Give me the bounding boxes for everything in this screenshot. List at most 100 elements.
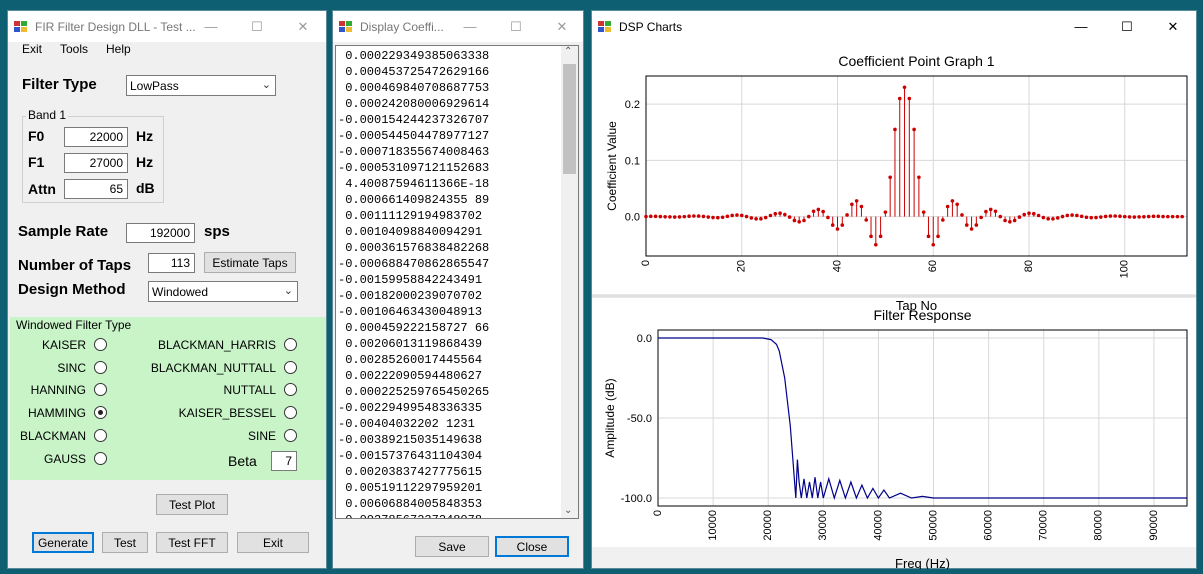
radio-label-blackman-harris: BLACKMAN_HARRIS xyxy=(157,338,276,352)
close-dialog-button[interactable]: Close xyxy=(495,536,569,557)
filter-window-titlebar[interactable]: FIR Filter Design DLL - Test ... — ☐ ✕ xyxy=(8,11,326,42)
data-point xyxy=(921,210,926,214)
data-point xyxy=(725,214,730,219)
coefficient-line: 0.00378567237248078 xyxy=(338,512,564,518)
data-point xyxy=(830,223,835,227)
menu-exit[interactable]: Exit xyxy=(22,42,43,56)
coefficients-textbox[interactable]: 0.000229349385063338 0.00045372547262916… xyxy=(335,45,579,519)
minimize-button[interactable]: — xyxy=(1074,19,1088,34)
data-point xyxy=(677,215,682,219)
data-point xyxy=(797,220,802,224)
f0-input[interactable]: 22000 xyxy=(64,127,128,147)
beta-input[interactable]: 7 xyxy=(271,451,297,471)
coefficient-line: 0.000453725472629166 xyxy=(338,65,490,79)
radio-blackman-harris[interactable] xyxy=(284,338,297,351)
data-point xyxy=(1166,214,1170,219)
save-button[interactable]: Save xyxy=(415,536,489,557)
data-point xyxy=(1151,214,1156,219)
x-tick-label: 20 xyxy=(736,260,748,272)
maximize-button[interactable]: ☐ xyxy=(510,18,522,34)
sample-rate-input[interactable]: 192000 xyxy=(126,223,195,243)
data-point xyxy=(840,223,845,227)
scroll-up-icon[interactable]: ⌃ xyxy=(564,46,573,57)
data-point xyxy=(859,204,864,209)
data-point xyxy=(907,96,912,101)
data-point xyxy=(692,214,696,218)
data-point xyxy=(749,216,754,220)
exit-button[interactable]: Exit xyxy=(237,532,309,553)
coefficient-line: 0.000459222158727 66 xyxy=(338,321,490,335)
scrollbar-thumb[interactable] xyxy=(563,64,576,174)
coefficient-line: 0.000361576838482268 xyxy=(338,241,490,255)
menu-help[interactable]: Help xyxy=(106,42,131,56)
scroll-down-icon[interactable]: ⌄ xyxy=(564,505,573,516)
coefficient-line: -0.00106463430048913 xyxy=(338,305,483,319)
x-tick-label: 40 xyxy=(831,260,843,272)
estimate-taps-button[interactable]: Estimate Taps xyxy=(204,252,296,273)
data-point xyxy=(720,215,725,220)
attn-input[interactable]: 65 xyxy=(64,179,128,199)
data-point xyxy=(1180,214,1185,219)
radio-blackman[interactable] xyxy=(94,429,107,442)
coefficient-line: -0.000154244237326707 xyxy=(338,113,490,127)
data-point xyxy=(1122,214,1127,219)
x-tick-label: 70000 xyxy=(1038,510,1050,541)
radio-blackman-nuttall[interactable] xyxy=(284,361,297,374)
close-button[interactable]: ✕ xyxy=(297,18,309,34)
data-point xyxy=(979,215,983,220)
vertical-scrollbar[interactable]: ⌃ ⌄ xyxy=(561,46,578,518)
maximize-button[interactable]: ☐ xyxy=(251,18,263,34)
f1-input[interactable]: 27000 xyxy=(64,153,128,173)
x-tick-label: 90000 xyxy=(1148,510,1160,541)
data-point xyxy=(1170,214,1175,219)
chart-title: Filter Response xyxy=(873,307,971,323)
radio-gauss[interactable] xyxy=(94,452,107,465)
radio-kaiser-bessel[interactable] xyxy=(284,406,297,419)
data-point xyxy=(974,223,979,227)
radio-label-kaiser-bessel: KAISER_BESSEL xyxy=(178,406,276,420)
radio-sine[interactable] xyxy=(284,429,297,442)
taps-input[interactable]: 113 xyxy=(148,253,195,273)
data-point xyxy=(845,213,849,217)
x-tick-label: 0 xyxy=(640,260,652,266)
x-axis-title: Freq (Hz) xyxy=(895,556,950,569)
radio-hanning[interactable] xyxy=(94,383,107,396)
test-fft-button[interactable]: Test FFT xyxy=(156,532,228,553)
coefficients-window: Display Coeffi... — ☐ ✕ 0.00022934938506… xyxy=(332,10,584,569)
filter-type-select[interactable]: LowPass ⌄ xyxy=(126,75,276,96)
generate-button[interactable]: Generate xyxy=(32,532,94,553)
radio-hamming[interactable] xyxy=(94,406,107,419)
minimize-button[interactable]: — xyxy=(463,19,477,34)
data-point xyxy=(1031,211,1036,216)
y-tick-label: -50.0 xyxy=(627,413,652,425)
y-tick-label: -100.0 xyxy=(621,493,652,505)
radio-nuttall[interactable] xyxy=(284,383,297,396)
coeff-window-titlebar[interactable]: Display Coeffi... — ☐ ✕ xyxy=(333,11,583,42)
menu-tools[interactable]: Tools xyxy=(60,42,89,56)
data-point xyxy=(701,214,706,219)
taps-label: Number of Taps xyxy=(18,257,132,274)
radio-kaiser[interactable] xyxy=(94,338,107,351)
data-point xyxy=(936,234,940,239)
charts-window-titlebar[interactable]: DSP Charts — ☐ ✕ xyxy=(592,11,1196,42)
close-button[interactable]: ✕ xyxy=(1167,18,1179,34)
x-tick-label: 80000 xyxy=(1093,510,1105,541)
test-plot-button[interactable]: Test Plot xyxy=(156,494,228,515)
coefficient-line: 0.000225259765450265 xyxy=(338,385,490,399)
test-button[interactable]: Test xyxy=(102,532,148,553)
radio-label-kaiser: KAISER xyxy=(41,338,86,352)
minimize-button[interactable]: — xyxy=(204,19,218,34)
radio-sinc[interactable] xyxy=(94,361,107,374)
data-point xyxy=(1055,216,1060,220)
data-point xyxy=(706,215,711,219)
band-group-label: Band 1 xyxy=(26,108,69,122)
data-point xyxy=(1084,215,1089,220)
data-point xyxy=(1142,214,1146,219)
maximize-button[interactable]: ☐ xyxy=(1121,18,1133,34)
data-point xyxy=(835,227,840,231)
design-method-select[interactable]: Windowed ⌄ xyxy=(148,281,298,302)
chart-panel-1 xyxy=(592,42,1196,294)
data-point xyxy=(1156,214,1161,219)
close-button[interactable]: ✕ xyxy=(556,18,568,34)
app-icon xyxy=(598,20,612,33)
